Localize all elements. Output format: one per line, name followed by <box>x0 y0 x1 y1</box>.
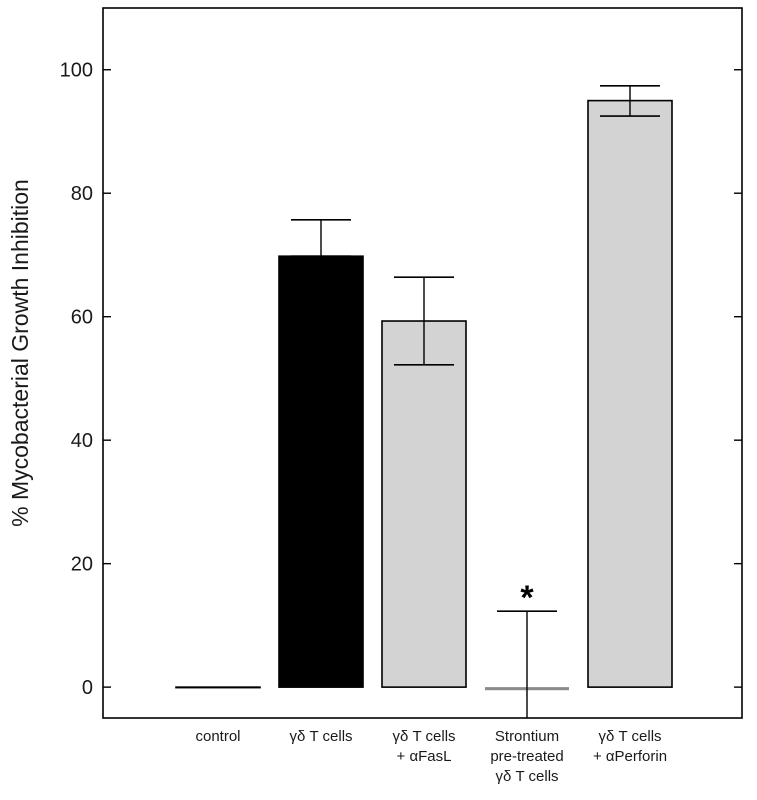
category-label-line: control <box>195 728 240 745</box>
category-label-line: + αFasL <box>397 748 452 765</box>
y-tick-label: 60 <box>71 307 93 329</box>
y-axis-ticks: 0 20 40 60 80 100 <box>60 60 742 699</box>
error-bars-group <box>291 84 660 718</box>
y-tick-label: 20 <box>71 554 93 576</box>
category-label-line: γδ T cells <box>598 728 661 745</box>
category-label-line: γδ T cells <box>495 768 558 785</box>
category-label: Strontium pre-treated γδ T cells <box>490 728 563 785</box>
category-label: γδ T cells <box>289 728 352 745</box>
significance-asterisk: * <box>520 579 534 617</box>
bar <box>278 255 364 688</box>
y-axis-title: % Mycobacterial Growth Inhibition <box>7 179 33 527</box>
category-label-line: + αPerforin <box>593 748 667 765</box>
category-label-line: pre-treated <box>490 748 563 765</box>
category-label: γδ T cells + αPerforin <box>593 728 667 765</box>
category-label-line: Strontium <box>495 728 559 745</box>
category-label: control <box>195 728 240 745</box>
category-label: γδ T cells + αFasL <box>392 728 455 765</box>
bar <box>381 320 467 688</box>
bar <box>587 99 673 688</box>
y-tick-label: 40 <box>71 430 93 452</box>
bars-group <box>175 99 673 691</box>
category-label-line: γδ T cells <box>289 728 352 745</box>
y-tick-label: 80 <box>71 183 93 205</box>
y-tick-label: 0 <box>82 677 93 699</box>
plot-frame <box>102 7 743 719</box>
y-tick-label: 100 <box>60 60 93 82</box>
bar <box>175 686 261 689</box>
category-labels: control γδ T cells γδ T cells + αFasL Stront… <box>195 728 667 785</box>
annotations-group: * <box>520 579 534 617</box>
category-label-line: γδ T cells <box>392 728 455 745</box>
